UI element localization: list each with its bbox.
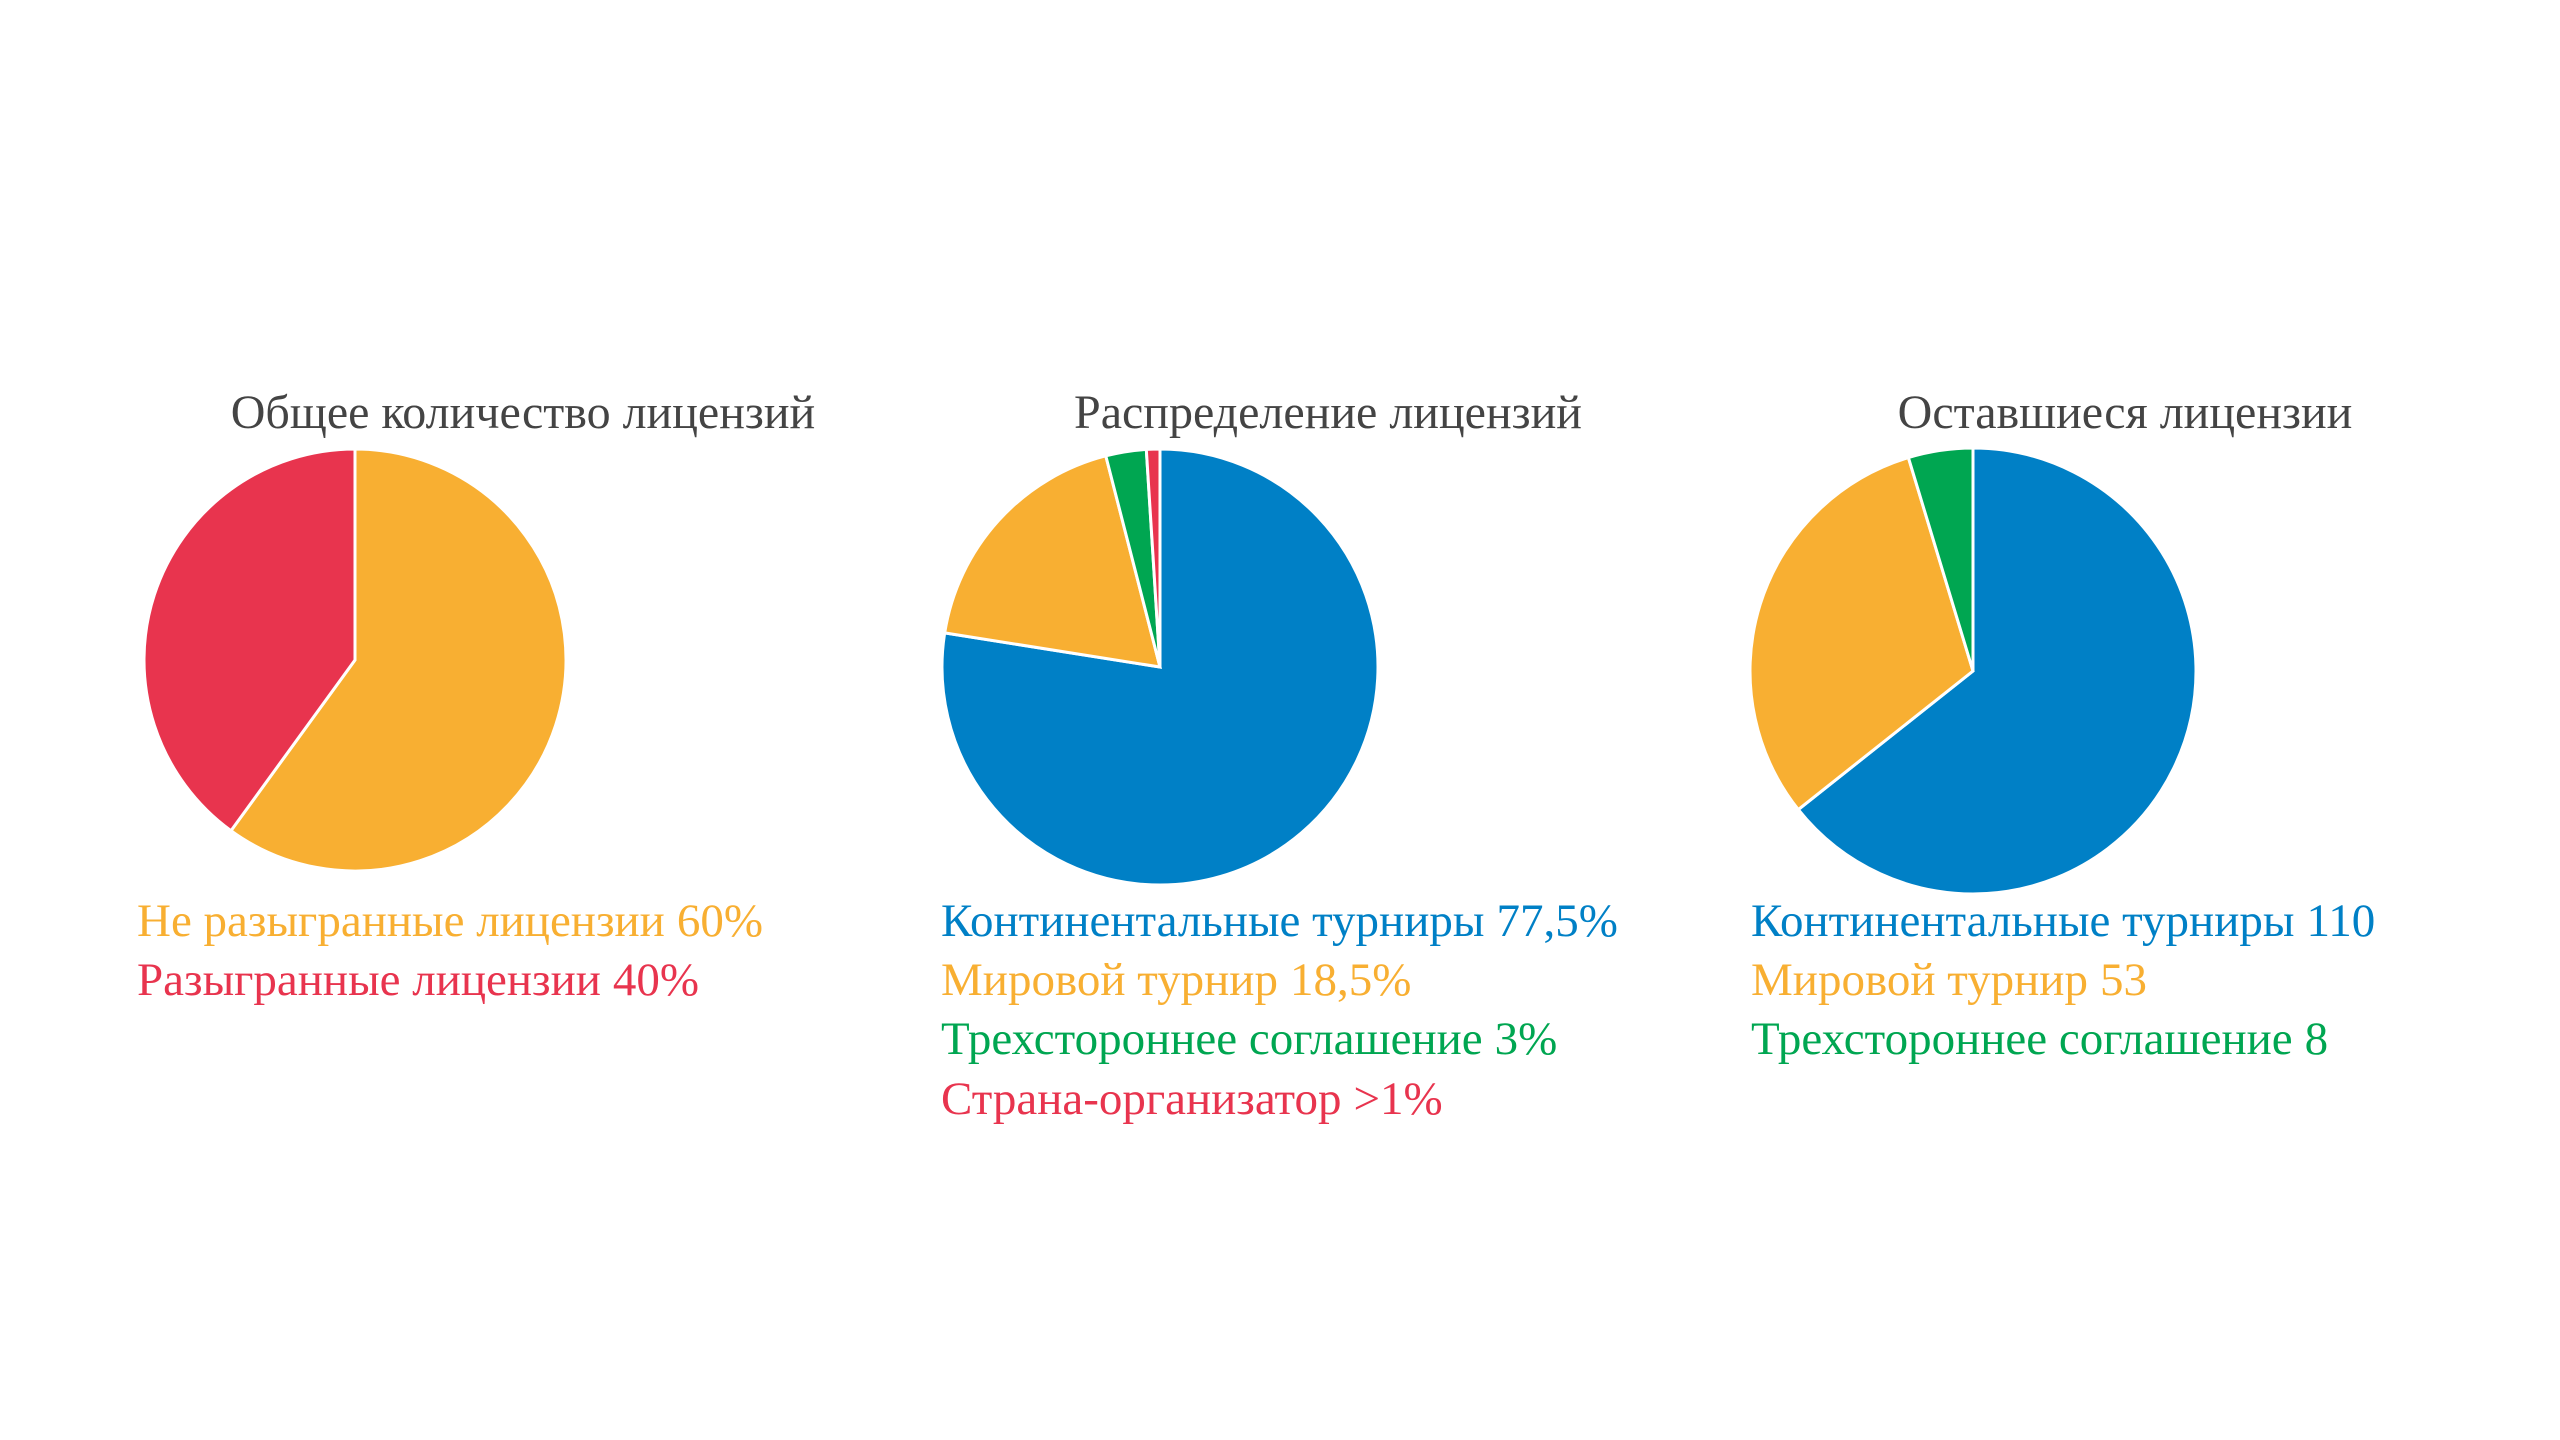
legend-entry: Мировой турнир 18,5% (941, 954, 1411, 1006)
legend-label: Континентальные турниры (941, 895, 1484, 947)
legend-label: Мировой турнир (941, 954, 1278, 1006)
legend-value: 18,5% (1290, 954, 1411, 1006)
legend-entry: Континентальные турниры 110 (1751, 895, 2375, 947)
legend-label: Разыгранные лицензии (137, 954, 601, 1006)
pie-slice (142, 447, 357, 833)
legend-value: 8 (2305, 1013, 2329, 1065)
legend-entry: Страна-организатор >1% (941, 1073, 1443, 1125)
legend-value: 40% (613, 954, 699, 1006)
pie-slice (1748, 455, 1975, 812)
chart-title: Оставшиеся лицензии (1898, 386, 2353, 439)
legend-value: 53 (2100, 954, 2147, 1006)
legend-entry: Континентальные турниры 77,5% (941, 895, 1618, 947)
legend-entry: Трехстороннее соглашение 8 (1751, 1013, 2328, 1065)
legend-entry: Трехстороннее соглашение 3% (941, 1013, 1557, 1065)
legend-label: Трехстороннее соглашение (941, 1013, 1483, 1065)
legend-label: Мировой турнир (1751, 954, 2088, 1006)
legend-value: 3% (1495, 1013, 1558, 1065)
legend-value: >1% (1353, 1073, 1442, 1125)
pie-slice (1906, 446, 1975, 672)
legend-value: 60% (677, 895, 763, 947)
legend-label: Страна-организатор (941, 1073, 1341, 1125)
pie-slice (942, 454, 1163, 669)
chart-title: Распределение лицензий (1074, 386, 1582, 439)
pie-slice (1796, 446, 2198, 896)
pie-slice (1144, 447, 1162, 668)
legend-entry: Разыгранные лицензии 40% (137, 954, 699, 1006)
legend-label: Трехстороннее соглашение (1751, 1013, 2293, 1065)
legend-entry: Не разыгранные лицензии 60% (137, 895, 763, 947)
pie-slice (228, 447, 568, 873)
chart-title: Общее количество лицензий (231, 386, 815, 439)
legend-value: 110 (2306, 895, 2375, 947)
legend-entry: Мировой турнир 53 (1751, 954, 2147, 1006)
legend-label: Не разыгранные лицензии (137, 895, 665, 947)
legend-value: 77,5% (1496, 895, 1617, 947)
legend-label: Континентальные турниры (1751, 895, 2294, 947)
